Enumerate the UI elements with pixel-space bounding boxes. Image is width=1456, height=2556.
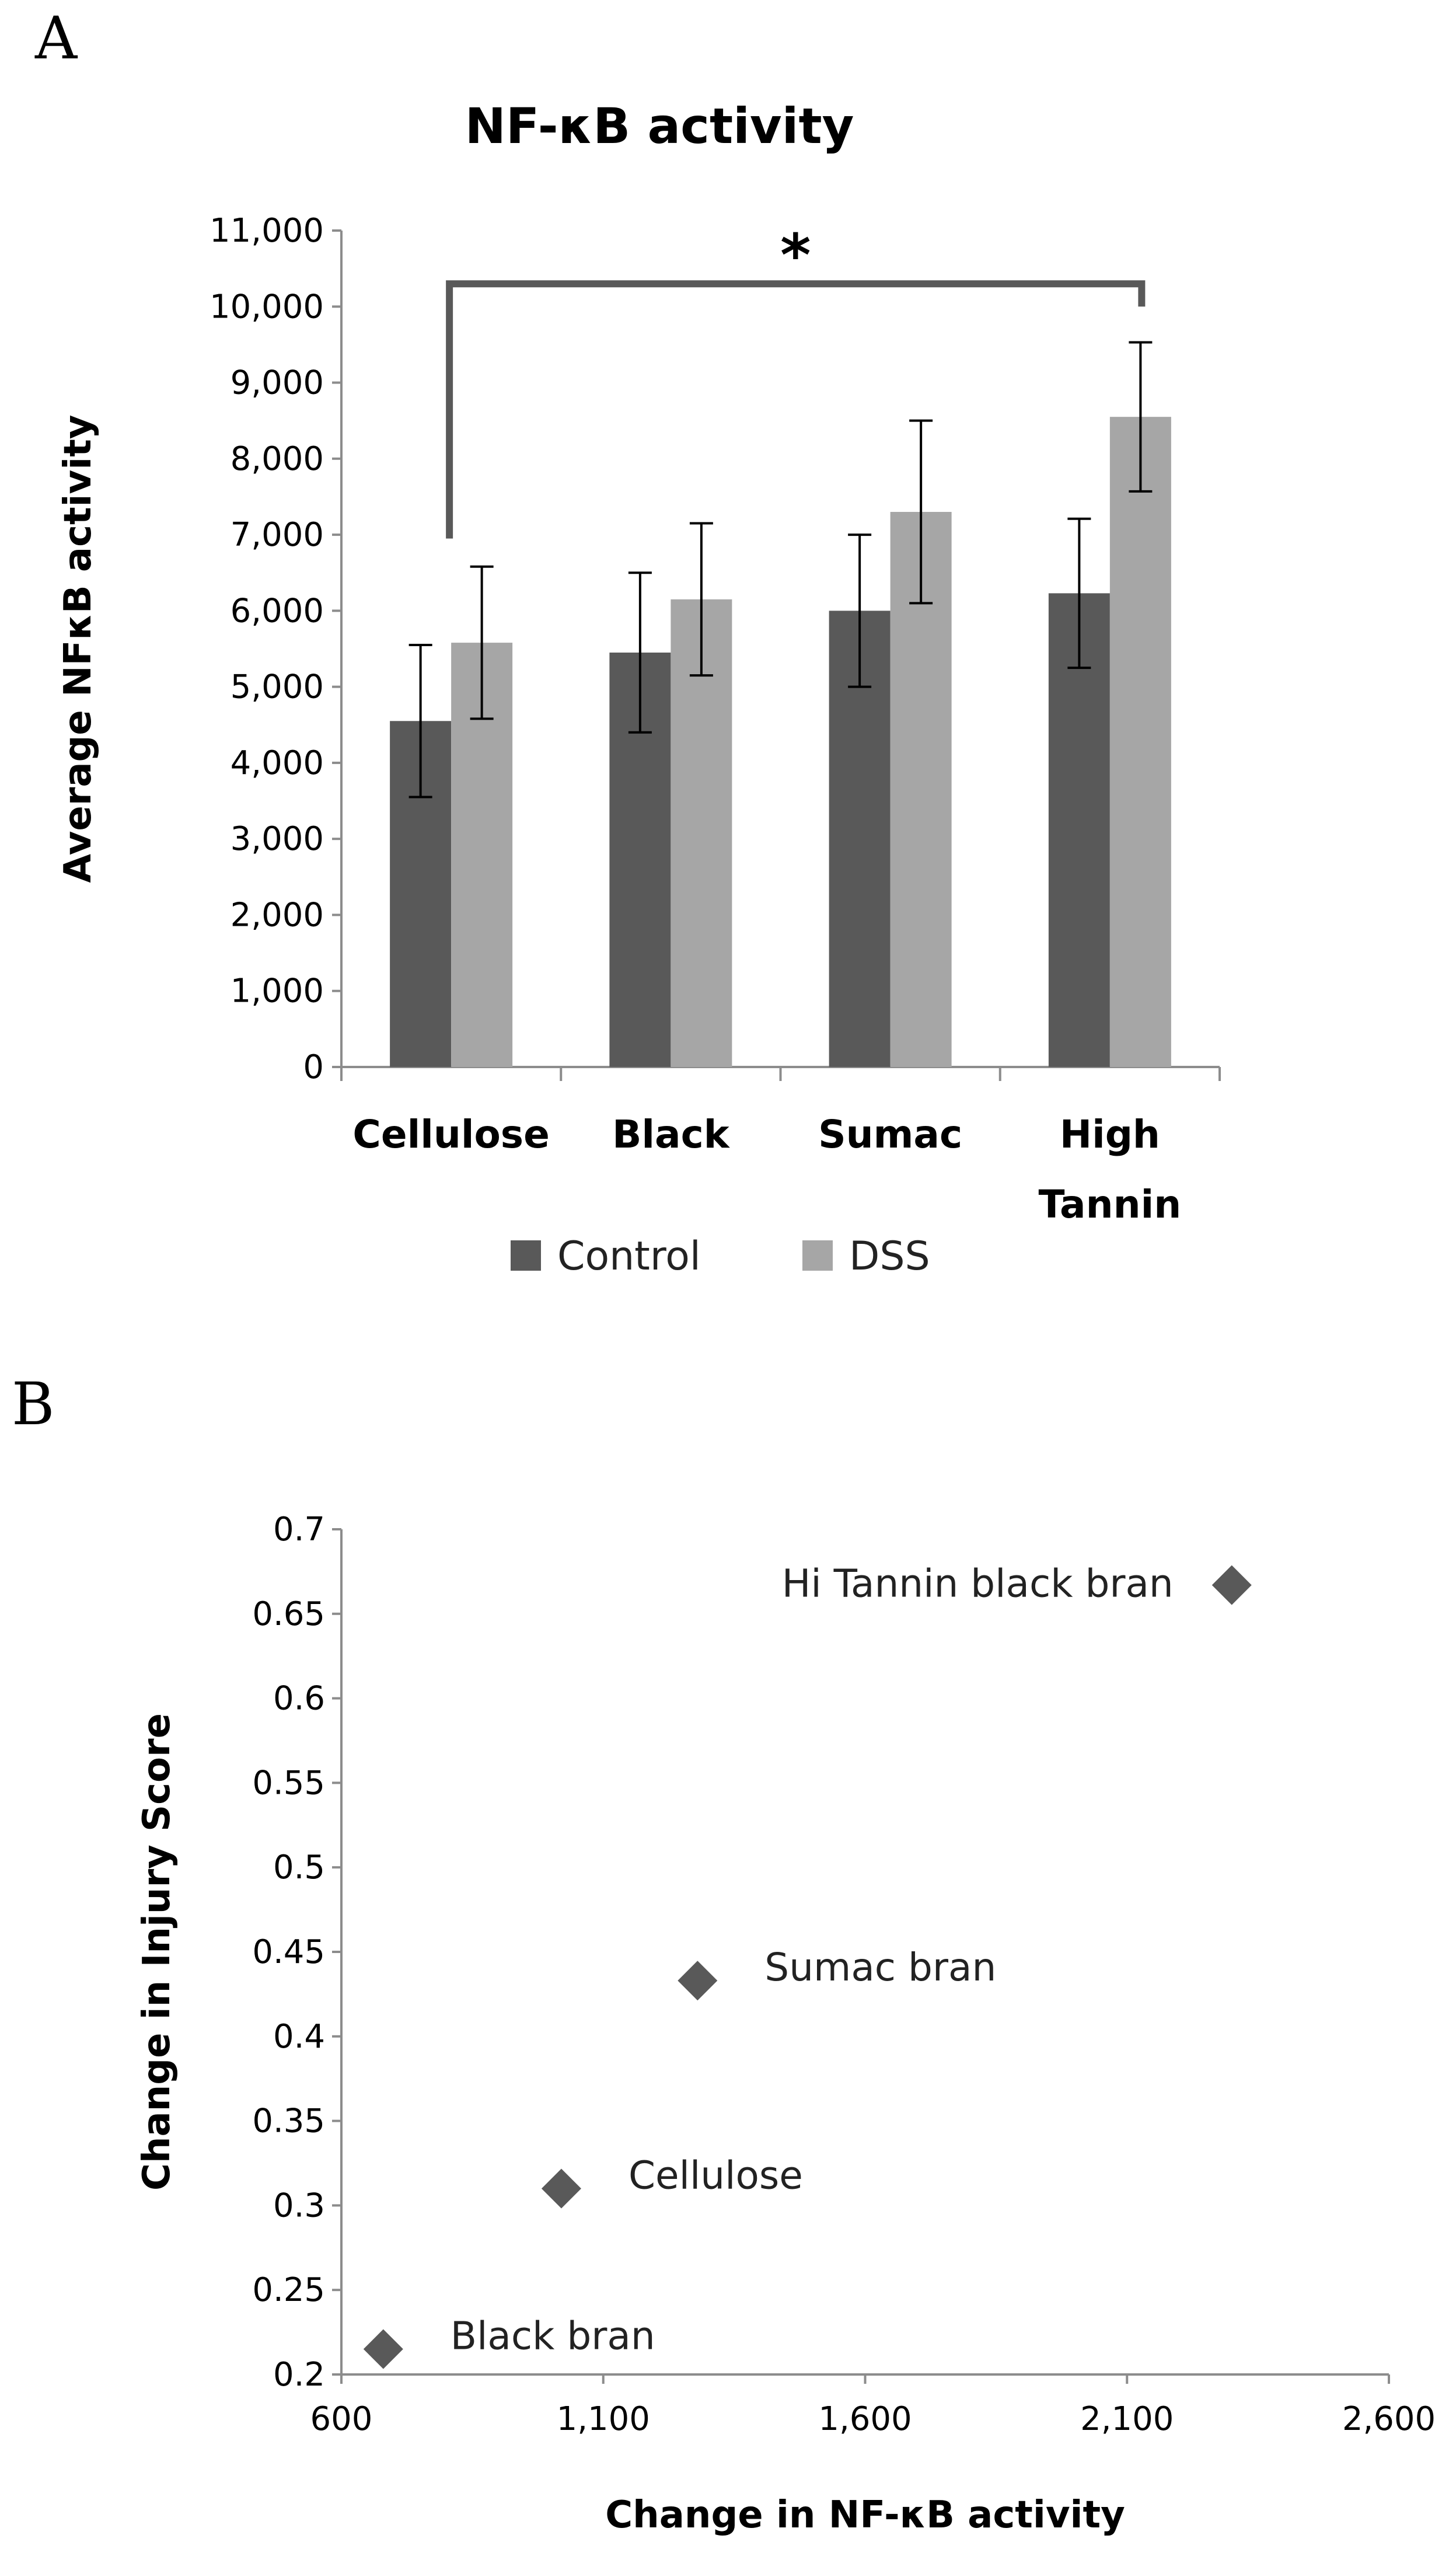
y-tick-label: 0.65 xyxy=(252,1595,325,1633)
legend-swatch xyxy=(511,1240,541,1271)
y-tick-label: 3,000 xyxy=(231,820,324,858)
x-category-label: Sumac xyxy=(818,1112,962,1157)
x-tick-label: 2,600 xyxy=(1342,2400,1436,2438)
x-tick-label: 600 xyxy=(310,2400,373,2438)
scatter-point xyxy=(363,2329,403,2369)
y-tick-label: 0.25 xyxy=(252,2271,325,2309)
y-tick-label: 1,000 xyxy=(231,972,324,1010)
significance-bracket xyxy=(446,280,1146,539)
y-tick-label: 0.7 xyxy=(273,1511,325,1549)
point-label: Hi Tannin black bran xyxy=(782,1561,1174,1606)
legend-label: DSS xyxy=(849,1233,930,1279)
x-tick-label: 2,100 xyxy=(1080,2400,1174,2438)
scatter-point xyxy=(1211,1565,1252,1605)
y-tick-label: 4,000 xyxy=(231,744,324,782)
x-tick-label: 1,600 xyxy=(818,2400,912,2438)
point-label: Cellulose xyxy=(629,2153,803,2198)
x-tick-label: 1,100 xyxy=(557,2400,650,2438)
y-tick-label: 10,000 xyxy=(210,288,324,326)
chart-a-title: NF-κB activity xyxy=(465,97,854,155)
panel-a-label: A xyxy=(34,4,78,72)
x-category-label: Tannin xyxy=(1039,1182,1182,1227)
y-tick-label: 0 xyxy=(303,1048,324,1086)
bar xyxy=(890,512,952,1067)
x-category-label: Black xyxy=(612,1112,731,1157)
y-tick-label: 7,000 xyxy=(231,516,324,554)
point-label: Sumac bran xyxy=(764,1945,996,1990)
y-tick-label: 0.55 xyxy=(252,1764,325,1802)
panel-b-label: B xyxy=(12,1370,55,1438)
x-axis-title: Change in NF-κB activity xyxy=(605,2494,1125,2537)
x-category-label: High xyxy=(1060,1112,1160,1157)
bar xyxy=(1109,417,1171,1067)
bar xyxy=(1048,593,1110,1067)
y-axis-title: Change in Injury Score xyxy=(135,1713,179,2191)
y-tick-label: 2,000 xyxy=(231,896,324,934)
y-tick-label: 0.45 xyxy=(252,1933,325,1971)
y-tick-label: 9,000 xyxy=(231,364,324,402)
y-tick-label: 0.6 xyxy=(273,1680,325,1718)
y-tick-label: 5,000 xyxy=(231,668,324,706)
y-tick-label: 6,000 xyxy=(231,592,324,630)
y-tick-label: 0.4 xyxy=(273,2018,325,2056)
y-tick-label: 11,000 xyxy=(210,212,324,250)
scatter-chart: 0.2 0.25 0.3 0.35 0.4 0.45 0.5 0.55 0.6 0.65 0.7 60… xyxy=(135,1511,1436,2537)
x-category-label: Cellulose xyxy=(352,1112,549,1157)
scatter-point xyxy=(678,1961,718,2001)
bar-chart: 0 1,000 2,000 3,000 4,000 5,000 6,000 7,000 8,00… xyxy=(57,212,1221,1279)
y-tick-label: 0.3 xyxy=(273,2187,325,2224)
significance-star: * xyxy=(780,221,811,290)
y-tick-label: 0.5 xyxy=(273,1849,325,1887)
point-label: Black bran xyxy=(451,2314,655,2359)
y-tick-label: 0.35 xyxy=(252,2102,325,2140)
legend-swatch xyxy=(802,1240,833,1271)
y-tick-label: 8,000 xyxy=(231,440,324,478)
legend-label: Control xyxy=(557,1233,701,1279)
y-tick-label: 0.2 xyxy=(273,2356,325,2394)
bar xyxy=(671,599,732,1067)
scatter-point xyxy=(541,2168,581,2209)
y-axis-title: Average NFκB activity xyxy=(57,414,100,883)
